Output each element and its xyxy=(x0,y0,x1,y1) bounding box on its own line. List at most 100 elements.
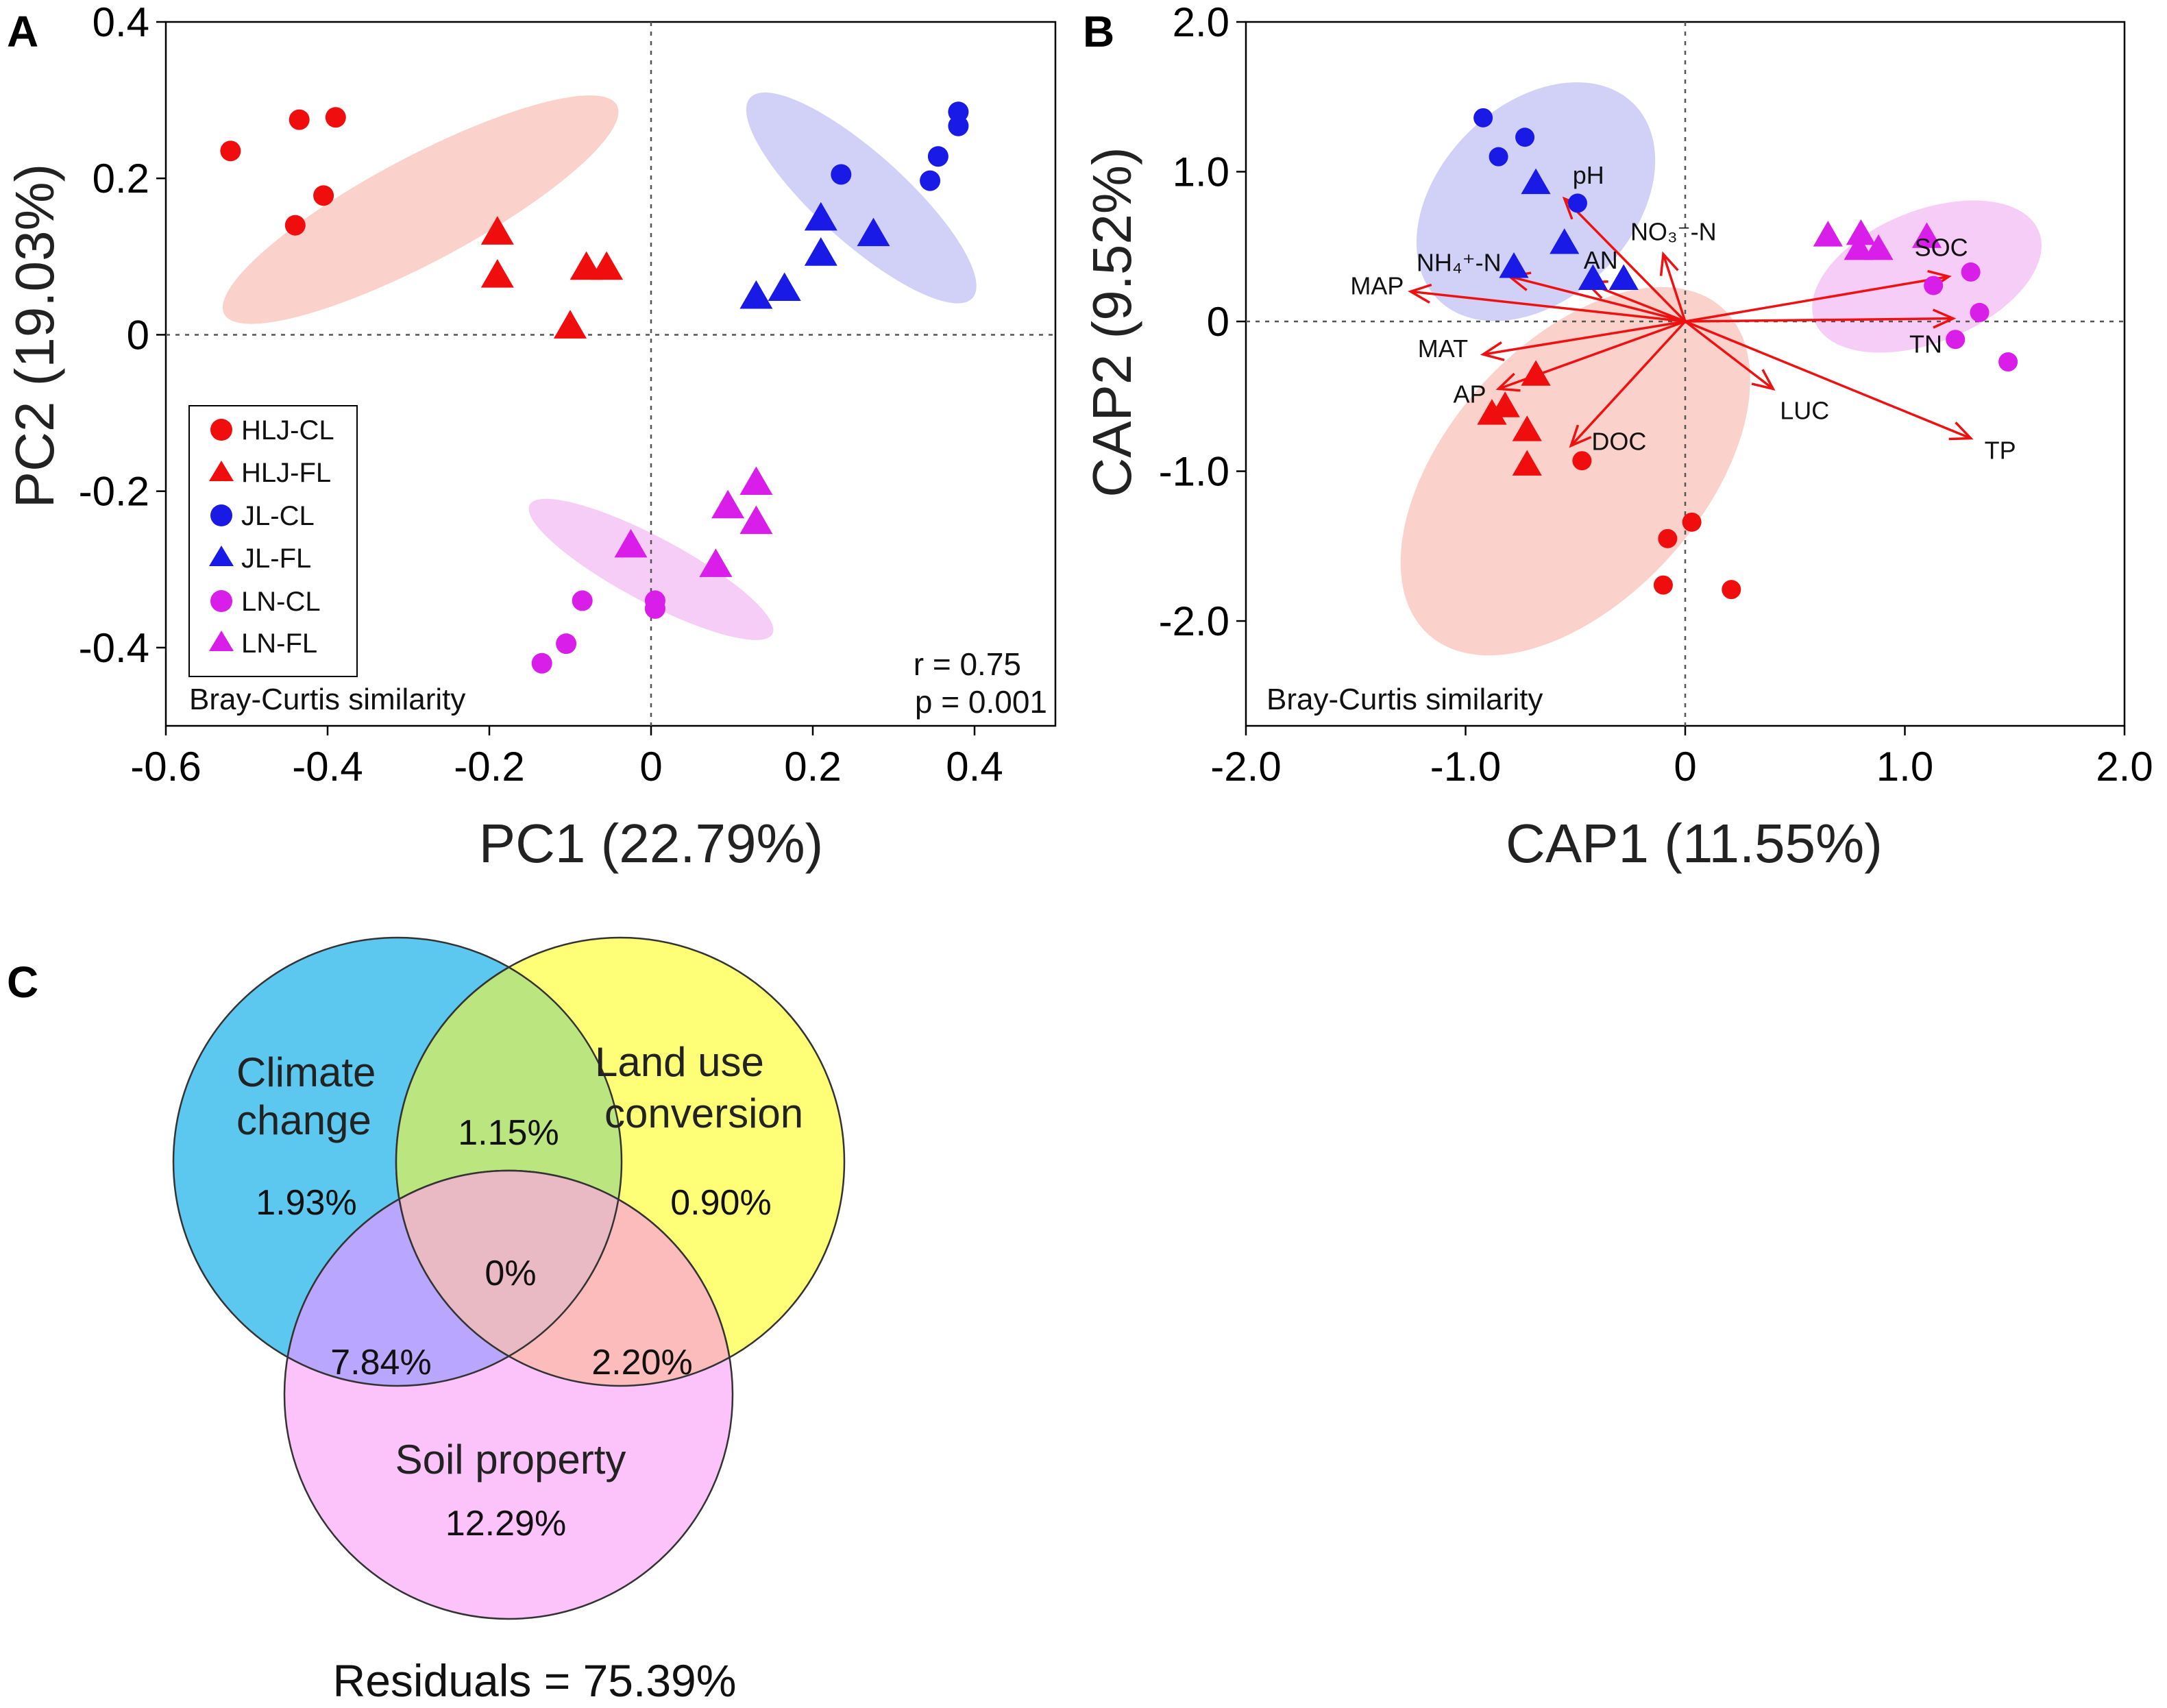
vector-label-3: NO₃⁻-N xyxy=(1630,218,1717,246)
y-tick-label-1: -1.0 xyxy=(1159,449,1229,495)
venn-label-climate-line1: Climate xyxy=(236,1049,376,1095)
x-tick-label-4: 2.0 xyxy=(2096,744,2153,790)
point-hlj-cl-0 xyxy=(1572,451,1592,471)
vector-arrowhead-5 xyxy=(1480,341,1505,361)
vector-label-7: DOC xyxy=(1591,427,1646,455)
vector-arrowhead-8 xyxy=(1751,369,1776,391)
point-jl-cl-4 xyxy=(920,170,941,191)
point-jl-cl-0 xyxy=(1473,108,1493,127)
point-jl-fl-0 xyxy=(1521,168,1551,195)
vector-label-2: AN xyxy=(1584,246,1618,274)
point-jl-cl-3 xyxy=(927,146,948,167)
point-hlj-cl-4 xyxy=(1722,580,1741,600)
vector-label-11: TP xyxy=(1985,436,2016,464)
x-tick-label-5: 0.4 xyxy=(946,744,1003,790)
x-tick-label-0: -0.6 xyxy=(130,744,201,790)
y-tick-label-0: -2.0 xyxy=(1159,598,1229,644)
point-ln-fl-4 xyxy=(1911,222,1942,248)
plot-a-points xyxy=(220,101,969,674)
point-hlj-fl-0 xyxy=(480,216,514,245)
point-ln-cl-4 xyxy=(531,652,552,674)
legend-marker-hlj-cl xyxy=(210,419,232,441)
legend-marker-jl-cl xyxy=(210,504,232,526)
point-jl-fl-3 xyxy=(1578,264,1608,290)
vector-line-0 xyxy=(1563,197,1687,323)
point-hlj-fl-3 xyxy=(590,251,624,280)
vector-label-6: AP xyxy=(1454,380,1486,408)
point-hlj-cl-3 xyxy=(284,215,306,236)
vector-label-9: SOC xyxy=(1915,233,1968,261)
vector-line-7 xyxy=(1570,320,1687,447)
point-jl-cl-2 xyxy=(948,115,969,136)
vector-label-8: LUC xyxy=(1780,396,1829,424)
legend-marker-ln-fl xyxy=(209,631,234,651)
x-tick-label-3: 0 xyxy=(639,744,662,790)
point-jl-fl-1 xyxy=(857,217,890,247)
venn-value-climate-soil: 7.84% xyxy=(330,1343,431,1382)
vector-arrowhead-3 xyxy=(1659,251,1679,276)
vector-label-10: TN xyxy=(1909,330,1942,358)
legend-label-jl-cl: JL-CL xyxy=(241,501,315,531)
plot-b-corner-label: Bray-Curtis similarity xyxy=(1266,683,1543,716)
point-ln-fl-3 xyxy=(1863,234,1894,260)
vector-line-11 xyxy=(1685,320,1972,440)
venn-value-land: 0.90% xyxy=(670,1183,771,1223)
y-tick-label-4: 0.4 xyxy=(93,0,149,45)
plot-b-ticks: -2.0 -1.0 0 1.0 2.0 -2.0 -1.0 0 1.0 2.0 xyxy=(1159,0,2153,790)
legend: HLJ-CL HLJ-FL JL-CL JL-FL LN-CL LN-FL xyxy=(188,405,358,677)
plot-a-y-axis-title: PC2 (19.03%) xyxy=(4,164,65,508)
venn-value-climate-land: 1.15% xyxy=(458,1113,559,1153)
panel-b-cap-plot: pH NH₄⁺-N AN NO₃⁻-N MAP MAT AP DOC LUC SOC TN TP -2… xyxy=(1081,0,2153,874)
point-hlj-fl-4 xyxy=(1512,450,1542,476)
point-jl-fl-4 xyxy=(739,280,773,309)
ellipse-hlj xyxy=(1400,286,1750,656)
stat-r: r = 0.75 xyxy=(914,646,1021,682)
vector-line-4 xyxy=(1410,290,1686,323)
x-tick-label-1: -0.4 xyxy=(292,744,363,790)
vector-line-1 xyxy=(1509,275,1686,323)
point-ln-cl-3 xyxy=(1946,330,1966,350)
venn-value-land-soil: 2.20% xyxy=(591,1343,692,1382)
vector-arrowhead-4 xyxy=(1408,283,1432,304)
venn-label-land-line1: Land use xyxy=(595,1039,764,1085)
x-tick-label-1: -1.0 xyxy=(1430,744,1501,790)
stat-p: p = 0.001 xyxy=(915,684,1047,720)
legend-marker-hlj-fl xyxy=(209,461,234,481)
plot-b-y-axis-title: CAP2 (9.52%) xyxy=(1081,147,1142,497)
vector-line-5 xyxy=(1482,320,1686,356)
panel-letter-a: A xyxy=(7,7,38,56)
y-tick-label-3: 1.0 xyxy=(1173,149,1229,195)
point-jl-fl-3 xyxy=(768,272,801,302)
venn-residuals: Residuals = 75.39% xyxy=(333,1655,737,1706)
venn-value-climate: 1.93% xyxy=(256,1183,356,1223)
x-tick-label-4: 0.2 xyxy=(784,744,841,790)
legend-label-ln-fl: LN-FL xyxy=(241,629,317,659)
point-hlj-fl-2 xyxy=(1477,399,1507,425)
point-ln-fl-2 xyxy=(739,466,773,496)
point-jl-cl-1 xyxy=(948,101,969,123)
point-hlj-fl-0 xyxy=(1521,360,1551,386)
vector-label-0: pH xyxy=(1573,161,1604,189)
venn-label-land-line2: conversion xyxy=(604,1090,803,1136)
point-ln-cl-4 xyxy=(1998,352,2018,372)
vector-line-9 xyxy=(1685,275,1949,323)
legend-box xyxy=(188,405,358,677)
y-tick-label-0: -0.4 xyxy=(79,625,149,671)
vector-arrowhead-11 xyxy=(1948,422,1974,441)
legend-label-ln-cl: LN-CL xyxy=(241,587,321,617)
point-jl-fl-2 xyxy=(1499,252,1529,278)
x-tick-label-3: 1.0 xyxy=(1876,744,1933,790)
point-ln-cl-0 xyxy=(1961,262,1981,282)
vector-arrowhead-10 xyxy=(1932,308,1957,329)
legend-marker-jl-fl xyxy=(209,546,234,566)
legend-label-hlj-fl: HLJ-FL xyxy=(241,458,331,488)
legend-marker-ln-cl xyxy=(210,590,232,612)
vector-line-8 xyxy=(1684,320,1774,390)
y-tick-label-2: 0 xyxy=(1207,299,1229,345)
point-ln-fl-1 xyxy=(711,489,745,519)
panel-letter-c: C xyxy=(7,957,38,1007)
venn-value-all: 0% xyxy=(485,1254,536,1293)
venn-label-climate-line2: change xyxy=(236,1097,371,1143)
vector-label-1: NH₄⁺-N xyxy=(1417,248,1502,276)
